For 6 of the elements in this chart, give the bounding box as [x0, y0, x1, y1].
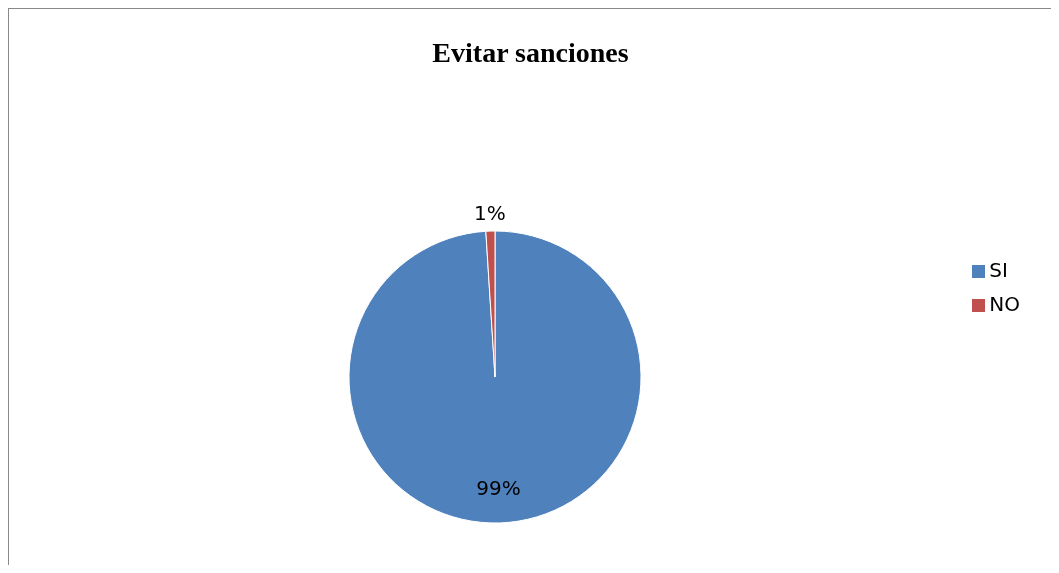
pie-slice — [348, 230, 642, 524]
legend-label: SI — [989, 257, 1008, 282]
legend-label: NO — [989, 291, 1020, 316]
data-label: 1% — [473, 201, 506, 226]
data-label: 99% — [476, 475, 521, 500]
chart-title: Evitar sanciones — [431, 37, 630, 69]
